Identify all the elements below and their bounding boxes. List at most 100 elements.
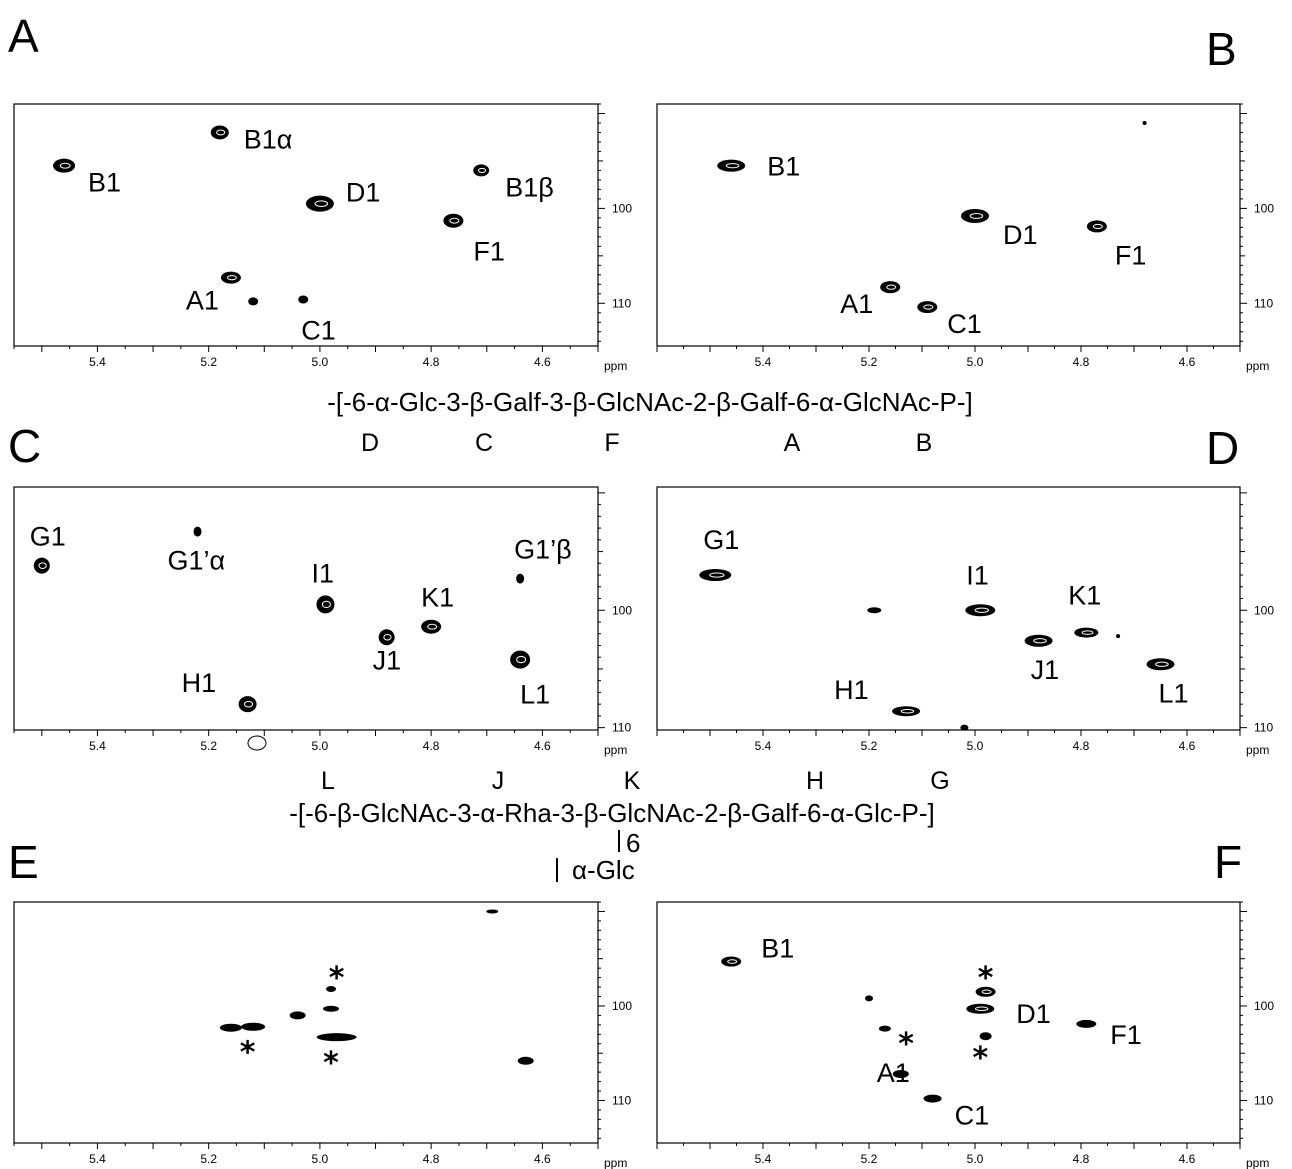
x-tick-label: 5.0 [967,355,984,369]
x-tick-label: 4.8 [423,355,440,369]
peak-label: D1 [346,178,381,208]
peak-label: B1 [88,168,121,198]
contour-line [900,708,915,714]
cross-peak [378,629,395,646]
x-tick-label: 5.2 [200,355,217,369]
contour-line [516,655,527,664]
cross-peak [298,295,309,304]
x-tick-label: 4.8 [1073,1152,1090,1166]
cross-peak [923,1094,942,1103]
x-tick-label: 5.2 [861,355,878,369]
plot-frame [13,103,599,347]
peak-label: I1 [311,558,334,588]
contour-line [727,959,738,964]
spectrum-panel-a: 5.4 5.2 5.0 4.8 4.6 ppm 100 110 B1 B1α B1β D1 F1 A1 C1 [13,103,632,373]
residue-code: D [361,429,379,457]
peak-label: B1α [244,124,293,154]
spectrum-panel-f: 5.4 5.2 5.0 4.8 4.6 ppm 100 110 B1 D1 F1 A1 C1 * * * [656,901,1274,1169]
panel-letter-c: C [8,420,41,472]
residue-code: L [321,767,335,795]
cross-peak [443,213,464,228]
asterisk-marker: * [240,1035,256,1070]
cross-peak [880,281,901,294]
residue-code: K [624,767,641,795]
peak-label: C1 [301,315,336,345]
contour-line [243,700,254,708]
contour-line [974,607,990,613]
x-tick-label: 4.6 [1179,739,1196,753]
cross-peak [721,956,742,967]
residue-code: B [916,429,933,457]
contour-line [1155,661,1169,667]
cross-peak [516,573,525,584]
peak-label: C1 [955,1101,990,1131]
peak-label: J1 [1031,655,1060,685]
residue-code: G [930,767,949,795]
plot-frame [13,901,599,1144]
y-tick-label: 100 [612,201,632,215]
plot-frame [656,486,1241,731]
cross-peak [316,1033,357,1042]
cross-peak [33,557,50,574]
x-axis-label: ppm [1246,1156,1269,1169]
peak-label: A1 [840,289,873,319]
residue-code: A [784,429,801,457]
branch-position: 6 [626,828,640,858]
contour-line [314,200,329,207]
contour-line [709,572,725,578]
y-tick-label: 110 [1254,721,1273,735]
x-tick-label: 5.0 [967,1152,984,1166]
y-tick-label: 110 [612,721,631,735]
peak-label: H1 [834,675,869,705]
peak-label: F1 [1115,240,1147,270]
x-tick-label: 4.6 [534,355,551,369]
plot-frame [13,486,599,731]
y-tick-label: 110 [612,1093,631,1107]
peak-label: A1 [877,1058,910,1088]
contour-line [981,989,992,995]
x-tick-label: 5.0 [312,1152,329,1166]
x-tick-label: 5.4 [89,739,106,753]
asterisk-marker: * [978,961,994,996]
peak-label: F1 [1110,1020,1142,1050]
cross-peak [326,985,337,992]
spectrum-panel-d: 5.4 5.2 5.0 4.8 4.6 ppm 100 110 G1 I1 K1 J1 L1 H1 [656,486,1274,757]
cross-peak [289,1011,306,1020]
cross-peak [892,1070,909,1079]
y-tick-label: 110 [1254,296,1273,310]
y-tick-label: 110 [1254,1093,1273,1107]
contour-line [886,284,897,290]
x-tick-label: 5.4 [755,355,772,369]
contour-line [923,304,934,310]
x-axis-label: ppm [1246,743,1269,757]
x-tick-label: 5.2 [200,1152,217,1166]
x-tick-label: 5.4 [89,355,106,369]
peak-label: K1 [421,583,454,613]
peak-label: D1 [1016,999,1051,1029]
x-tick-label: 4.8 [1073,739,1090,753]
cross-peak [867,607,882,614]
plot-frame [656,901,1241,1144]
spectra-panels: 5.4 5.2 5.0 4.8 4.6 ppm 100 110 B1 B1α B1β D1 F1 A1 C1… [13,103,1274,1169]
x-tick-label: 4.6 [1179,1152,1196,1166]
x-tick-label: 5.4 [89,1152,106,1166]
x-axis-label: ppm [604,359,627,373]
cross-peak [1076,1019,1097,1028]
branch-residue: α-Glc [572,855,635,885]
peak-label: B1 [767,152,800,182]
cross-peak [1116,634,1121,639]
contour-line [38,562,47,569]
peak-label: B1β [505,172,554,202]
contour-line [216,129,226,136]
x-axis-label: ppm [1246,359,1269,373]
cross-peak [965,604,996,617]
cross-peak [486,909,499,914]
peak-label: I1 [966,560,989,590]
structure-1-formula: -[-6-α-Glc-3-β-Galf-3-β-GlcNAc-2-β-Galf-… [327,387,972,417]
cross-peak [1074,627,1099,638]
x-tick-label: 5.0 [967,739,984,753]
cross-peak [193,526,202,537]
cross-peak [53,158,76,173]
asterisk-marker: * [323,1046,339,1081]
cross-peak [517,1056,534,1065]
